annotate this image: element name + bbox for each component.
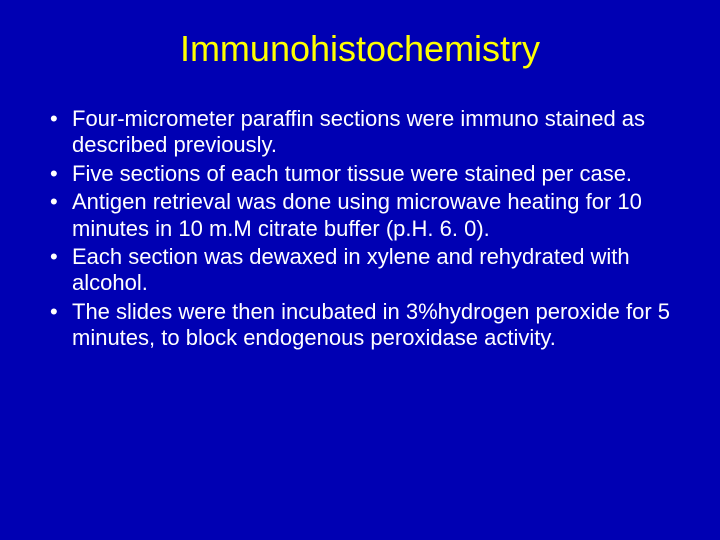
slide: Immunohistochemistry Four-micrometer par… — [0, 0, 720, 540]
list-item: Four-micrometer paraffin sections were i… — [44, 106, 684, 159]
list-item: Antigen retrieval was done using microwa… — [44, 189, 684, 242]
list-item: The slides were then incubated in 3%hydr… — [44, 299, 684, 352]
list-item: Each section was dewaxed in xylene and r… — [44, 244, 684, 297]
slide-title: Immunohistochemistry — [36, 28, 684, 70]
list-item: Five sections of each tumor tissue were … — [44, 161, 684, 187]
bullet-list: Four-micrometer paraffin sections were i… — [36, 106, 684, 352]
